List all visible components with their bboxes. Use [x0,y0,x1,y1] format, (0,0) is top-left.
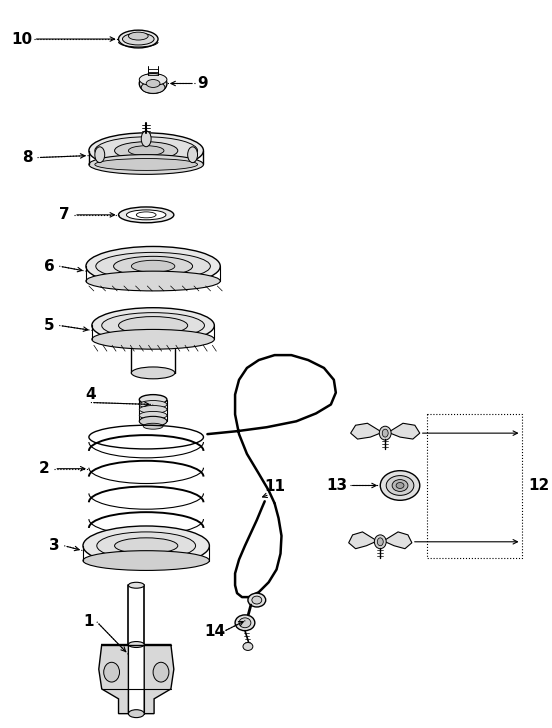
Ellipse shape [97,532,195,560]
Ellipse shape [129,641,144,647]
Ellipse shape [139,74,167,85]
Ellipse shape [115,538,178,553]
Ellipse shape [119,317,188,334]
Ellipse shape [95,137,198,165]
Ellipse shape [139,416,167,426]
Ellipse shape [141,131,151,147]
Text: 9: 9 [197,76,208,91]
Text: 2: 2 [39,462,50,476]
Ellipse shape [95,147,105,162]
Ellipse shape [392,480,408,491]
Ellipse shape [374,535,386,549]
Ellipse shape [379,426,391,440]
Polygon shape [351,423,380,439]
Text: 11: 11 [264,479,285,494]
Text: 10: 10 [11,31,33,47]
Ellipse shape [114,256,193,276]
Ellipse shape [119,30,158,48]
Ellipse shape [131,261,175,272]
Ellipse shape [129,582,144,588]
Ellipse shape [378,538,383,546]
Text: 14: 14 [205,624,226,639]
Ellipse shape [129,710,144,718]
Ellipse shape [146,79,160,87]
Ellipse shape [382,430,388,437]
Ellipse shape [102,312,204,339]
Ellipse shape [139,74,167,93]
Ellipse shape [95,159,198,170]
Text: 7: 7 [59,207,70,222]
Ellipse shape [188,147,198,162]
Ellipse shape [92,330,214,349]
Ellipse shape [96,253,210,280]
Ellipse shape [136,212,156,218]
Ellipse shape [83,526,209,566]
Ellipse shape [129,146,164,156]
Ellipse shape [386,475,414,495]
Ellipse shape [119,207,174,223]
Text: 13: 13 [327,478,348,493]
Ellipse shape [115,142,178,159]
Polygon shape [390,423,420,439]
Ellipse shape [89,154,204,175]
Ellipse shape [126,210,166,220]
Text: 3: 3 [49,538,60,553]
Ellipse shape [243,643,253,650]
Ellipse shape [83,550,209,571]
Ellipse shape [141,82,165,93]
Ellipse shape [123,33,154,45]
Ellipse shape [139,400,167,408]
Ellipse shape [396,483,404,488]
Text: 12: 12 [528,478,550,493]
Polygon shape [349,532,375,549]
Polygon shape [385,532,412,549]
Polygon shape [99,644,129,713]
Ellipse shape [239,618,251,628]
Text: 1: 1 [84,614,94,629]
Text: 5: 5 [44,318,55,333]
Ellipse shape [131,367,175,379]
Ellipse shape [86,271,220,291]
Polygon shape [144,644,174,713]
Text: 6: 6 [44,258,55,274]
Ellipse shape [153,662,169,682]
Ellipse shape [143,423,163,430]
Ellipse shape [139,405,167,414]
Ellipse shape [86,247,220,286]
Ellipse shape [252,596,262,604]
Ellipse shape [235,615,255,630]
Ellipse shape [248,593,266,607]
Text: 8: 8 [22,150,33,165]
Ellipse shape [380,471,420,500]
Ellipse shape [89,133,204,168]
Ellipse shape [139,411,167,419]
Text: 4: 4 [86,387,96,402]
Ellipse shape [139,395,167,405]
Ellipse shape [104,662,120,682]
Ellipse shape [129,32,148,40]
Ellipse shape [92,308,214,344]
